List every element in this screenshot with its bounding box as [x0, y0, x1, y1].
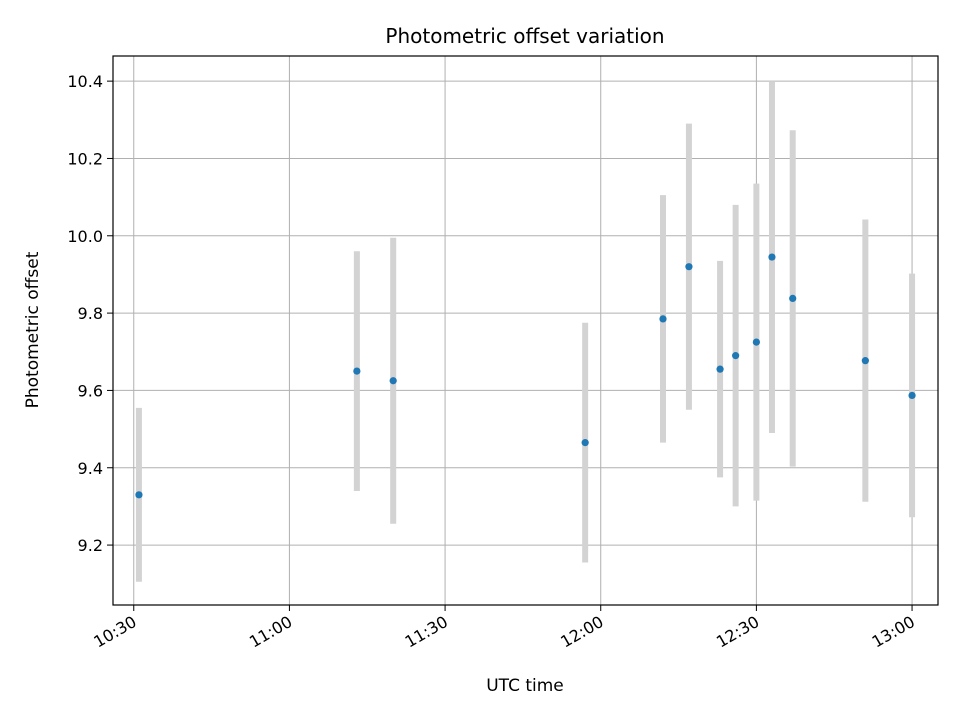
data-point	[659, 315, 667, 323]
data-point	[789, 294, 797, 303]
y-tick-label: 10.0	[67, 227, 103, 246]
data-point	[685, 263, 693, 271]
plot-frame	[112, 55, 939, 606]
x-axis-label: UTC time	[486, 676, 564, 696]
y-tick-label: 9.2	[78, 536, 103, 555]
data-points	[135, 253, 916, 499]
data-point	[908, 391, 916, 400]
data-point	[752, 338, 760, 346]
data-point	[135, 491, 143, 499]
y-axis-label: Photometric offset	[23, 251, 43, 408]
y-tick-label: 10.4	[67, 72, 103, 91]
y-tick-label: 9.4	[78, 459, 103, 478]
data-point	[716, 365, 724, 373]
y-tick-label: 9.8	[78, 304, 103, 323]
data-point	[389, 377, 397, 385]
y-axis-ticks: 9.2 9.4 9.6 9.8 10.0 10.2 10.4	[67, 72, 113, 555]
data-point	[732, 352, 740, 360]
chart-title: Photometric offset variation	[385, 24, 664, 48]
y-tick-label: 9.6	[78, 381, 103, 400]
y-tick-label: 10.2	[67, 149, 103, 168]
data-point	[768, 253, 776, 261]
data-point	[581, 439, 589, 447]
data-point	[353, 367, 361, 375]
data-point	[861, 357, 869, 365]
